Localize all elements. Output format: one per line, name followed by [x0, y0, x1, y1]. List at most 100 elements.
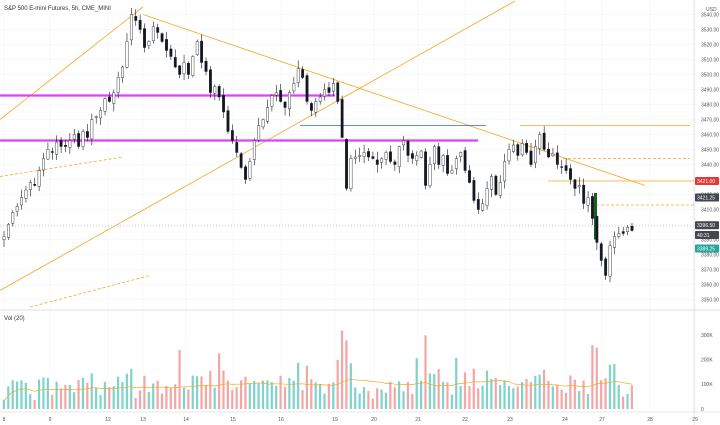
volume-bar: [59, 388, 63, 409]
volume-bar: [327, 383, 330, 409]
volume-bar: [81, 377, 85, 409]
volume-bar: [437, 369, 440, 409]
time-tick-label: 21: [415, 417, 421, 423]
candle-body: [217, 86, 221, 98]
volume-bar: [11, 380, 14, 409]
candle-body: [415, 155, 419, 161]
badge-dark-upper-text: 3421.25: [697, 195, 715, 201]
candle-body: [244, 166, 247, 180]
volume-bar: [472, 368, 475, 409]
volume-bar: [428, 373, 431, 409]
volume-axis[interactable]: 300K 200K 100K 0: [701, 333, 713, 413]
time-axis[interactable]: 8 9 12 13 14 15 16 19 20 21 22 23 24 27 28 29: [3, 417, 698, 423]
volume-bar: [349, 363, 352, 409]
candle-body: [121, 66, 124, 78]
candle-body: [20, 197, 23, 206]
volume-bar: [586, 393, 590, 409]
candle-body: [582, 184, 586, 204]
price-tick-label: 3540.00: [701, 12, 719, 18]
badge-dark-lower: [695, 221, 719, 230]
volume-bar: [55, 381, 58, 409]
candle-body: [195, 41, 199, 55]
volume-bar: [187, 389, 190, 409]
candle-body: [595, 216, 599, 243]
candle-body: [266, 107, 269, 122]
volume-bar: [130, 368, 133, 409]
volume-bar: [380, 389, 383, 409]
volume-bar: [121, 381, 124, 409]
price-tick-label: 3460.00: [701, 132, 719, 138]
volume-bar: [507, 386, 511, 409]
candle-body: [86, 131, 89, 138]
candle-body: [288, 92, 291, 110]
candle-body: [591, 196, 594, 219]
time-tick-label: 15: [230, 417, 236, 423]
volume-bar: [301, 390, 304, 409]
volume-bar: [529, 381, 532, 409]
candle-body: [450, 170, 454, 174]
volume-bar: [86, 382, 89, 409]
price-tick-label: 3520.00: [701, 42, 719, 48]
volume-bar: [463, 372, 467, 409]
volume-bar: [217, 353, 221, 409]
trendline-dashed-lower: [29, 275, 151, 308]
candle-body: [156, 27, 160, 33]
candle-body: [547, 148, 550, 158]
volume-bar: [68, 385, 71, 409]
price-tick-label: 3530.00: [701, 27, 719, 33]
candle-body: [424, 151, 427, 186]
candle-body: [248, 161, 252, 179]
volume-label: Vol (20): [4, 316, 25, 322]
time-tick-label: 29: [692, 417, 698, 423]
candle-body: [446, 155, 449, 174]
candle-body: [604, 258, 608, 276]
candle-body: [182, 62, 186, 75]
volume-bar: [340, 330, 344, 409]
candle-body: [134, 16, 138, 21]
candle-body: [358, 155, 362, 157]
time-tick-label: 22: [462, 417, 468, 423]
volume-bar: [37, 379, 41, 409]
candle-body: [437, 146, 441, 165]
time-tick-label: 14: [183, 417, 189, 423]
candle-body: [64, 145, 67, 147]
volume-bar: [455, 358, 458, 409]
candle-body: [99, 110, 103, 119]
volume-bar: [310, 379, 313, 409]
candle-body: [397, 146, 401, 167]
volume-bar: [376, 388, 379, 409]
volume-bar: [389, 381, 392, 409]
trendline-rising-channel: [0, 0, 516, 291]
volume-bar: [248, 383, 251, 409]
candle-body: [485, 188, 489, 206]
candle-body: [560, 166, 564, 168]
candle-body: [490, 176, 493, 190]
candle-body: [257, 125, 261, 141]
volume-bar: [2, 399, 5, 409]
volume-tick-label: 0: [701, 407, 704, 413]
candle-body: [362, 152, 366, 157]
candle-body: [371, 156, 375, 159]
volume-bar: [24, 382, 27, 409]
candle-body: [555, 152, 559, 165]
time-tick-label: 19: [332, 417, 338, 423]
candle-body: [77, 133, 81, 147]
volume-bar: [165, 385, 168, 409]
volume-bar: [99, 394, 102, 409]
candle-body: [432, 146, 436, 164]
volume-bar: [494, 378, 497, 409]
volume-bar: [174, 384, 177, 409]
candle-body: [586, 197, 590, 206]
candle-body: [367, 151, 370, 158]
candle-body: [103, 98, 107, 112]
volume-bar: [191, 375, 194, 409]
trendline-dashed-short: [0, 156, 124, 177]
candle-body: [191, 56, 195, 76]
badge-green-text: 3389.25: [697, 246, 715, 252]
volume-bar: [608, 364, 612, 409]
candle-body: [173, 57, 177, 68]
volume-bar: [244, 376, 247, 409]
candle-body: [336, 82, 340, 102]
